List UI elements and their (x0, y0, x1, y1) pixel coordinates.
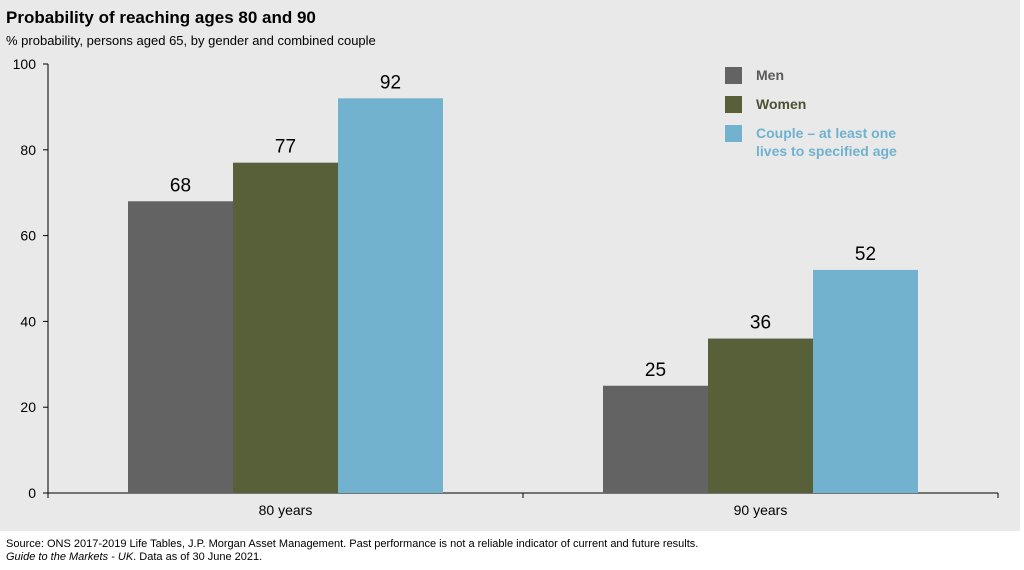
legend-label-men: Men (756, 67, 784, 83)
y-axis: 0 20 40 60 80 100 (13, 56, 49, 501)
legend-label-women: Women (756, 96, 807, 112)
bar-men (603, 385, 708, 493)
chart-subtitle: % probability, persons aged 65, by gende… (6, 33, 376, 48)
bar-women (233, 162, 338, 494)
data-label: 36 (750, 313, 771, 334)
legend-item-couple: Couple – at least one lives to specified… (725, 124, 916, 160)
bar-couple (813, 269, 918, 493)
data-label: 68 (170, 175, 191, 196)
chart-title: Probability of reaching ages 80 and 90 (6, 8, 316, 27)
guide-title: Guide to the Markets - UK (6, 551, 134, 563)
legend-item-women: Women (725, 95, 916, 113)
y-tick-label: 0 (28, 485, 36, 501)
guide-note: Guide to the Markets - UK. Data as of 30… (6, 551, 698, 564)
y-tick-label: 100 (13, 56, 37, 72)
legend-swatch-women (725, 96, 742, 113)
bar-chart: 0 20 40 60 80 100 80 years 90 years 68 77 92 25 36… (13, 56, 999, 518)
legend-item-men: Men (725, 66, 916, 84)
bar-men (128, 201, 233, 493)
footer: Source: ONS 2017-2019 Life Tables, J.P. … (6, 538, 698, 564)
legend: Men Women Couple – at least one lives to… (725, 66, 916, 171)
data-label: 77 (275, 137, 296, 158)
x-tick-label: 90 years (734, 502, 788, 518)
legend-label-couple: Couple – at least one lives to specified… (756, 125, 897, 159)
value-labels: 68 77 92 25 36 52 (170, 72, 876, 380)
legend-swatch-couple (725, 125, 742, 142)
y-tick-label: 60 (20, 228, 36, 244)
y-tick-label: 80 (20, 142, 36, 158)
bar-couple (338, 98, 443, 493)
bars (128, 98, 918, 494)
x-tick-label: 80 years (259, 502, 313, 518)
legend-swatch-men (725, 67, 742, 84)
data-label: 25 (645, 360, 666, 381)
data-date: . Data as of 30 June 2021. (133, 551, 263, 563)
bar-women (708, 338, 813, 493)
source-note: Source: ONS 2017-2019 Life Tables, J.P. … (6, 538, 699, 550)
y-tick-label: 20 (20, 399, 36, 415)
y-tick-label: 40 (20, 313, 36, 329)
data-label: 52 (855, 244, 876, 265)
data-label: 92 (380, 72, 401, 93)
x-axis: 80 years 90 years (47, 492, 999, 518)
